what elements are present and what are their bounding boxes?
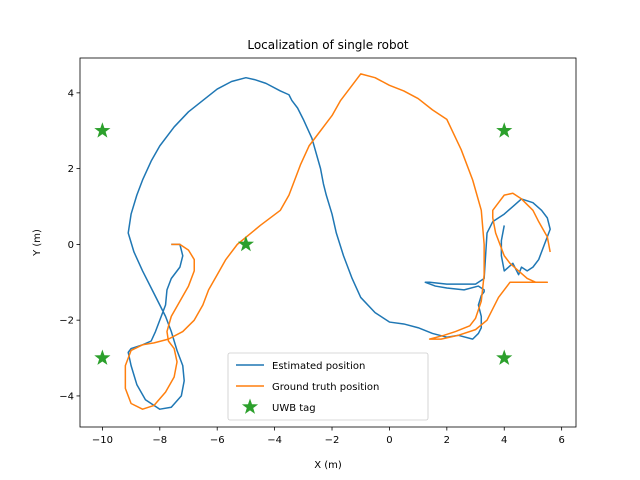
series-line-0	[127, 76, 551, 410]
y-axis-title: Y (m)	[32, 229, 43, 257]
legend-label-ground-truth: Ground truth position	[272, 382, 379, 393]
y-tick-label: −2	[59, 316, 74, 327]
legend-box	[227, 352, 429, 421]
x-tick-label: 4	[501, 435, 507, 446]
uwb-tag-star-icon	[496, 122, 513, 138]
legend: Estimated position Ground truth position…	[227, 352, 429, 421]
x-tick-label: 2	[444, 435, 450, 446]
uwb-tag-star-icon	[237, 235, 254, 252]
x-tick-label: −2	[325, 435, 340, 446]
series-line-1	[124, 73, 551, 410]
plot-frame	[79, 57, 577, 428]
chart-title: Localization of single robot	[247, 38, 409, 52]
y-tick-label: −4	[59, 391, 74, 402]
y-tick-label: 2	[68, 164, 74, 175]
y-tick-label: 0	[68, 240, 74, 251]
legend-swatch-uwb-tag-star-icon	[241, 398, 259, 414]
y-tick-label: 4	[68, 88, 74, 99]
uwb-tag-star-icon	[496, 349, 513, 365]
legend-label-estimated: Estimated position	[272, 361, 365, 372]
x-tick-label: −4	[267, 435, 282, 446]
legend-label-uwb-tag: UWB tag	[272, 403, 316, 414]
x-tick-label: −6	[210, 435, 225, 446]
x-tick-label: −8	[152, 435, 167, 446]
uwb-tag-star-icon	[94, 122, 111, 138]
x-tick-label: 0	[386, 435, 392, 446]
x-tick-label: −10	[92, 435, 113, 446]
x-tick-label: 6	[558, 435, 564, 446]
x-axis-title: X (m)	[314, 460, 342, 471]
uwb-tag-star-icon	[94, 349, 111, 365]
